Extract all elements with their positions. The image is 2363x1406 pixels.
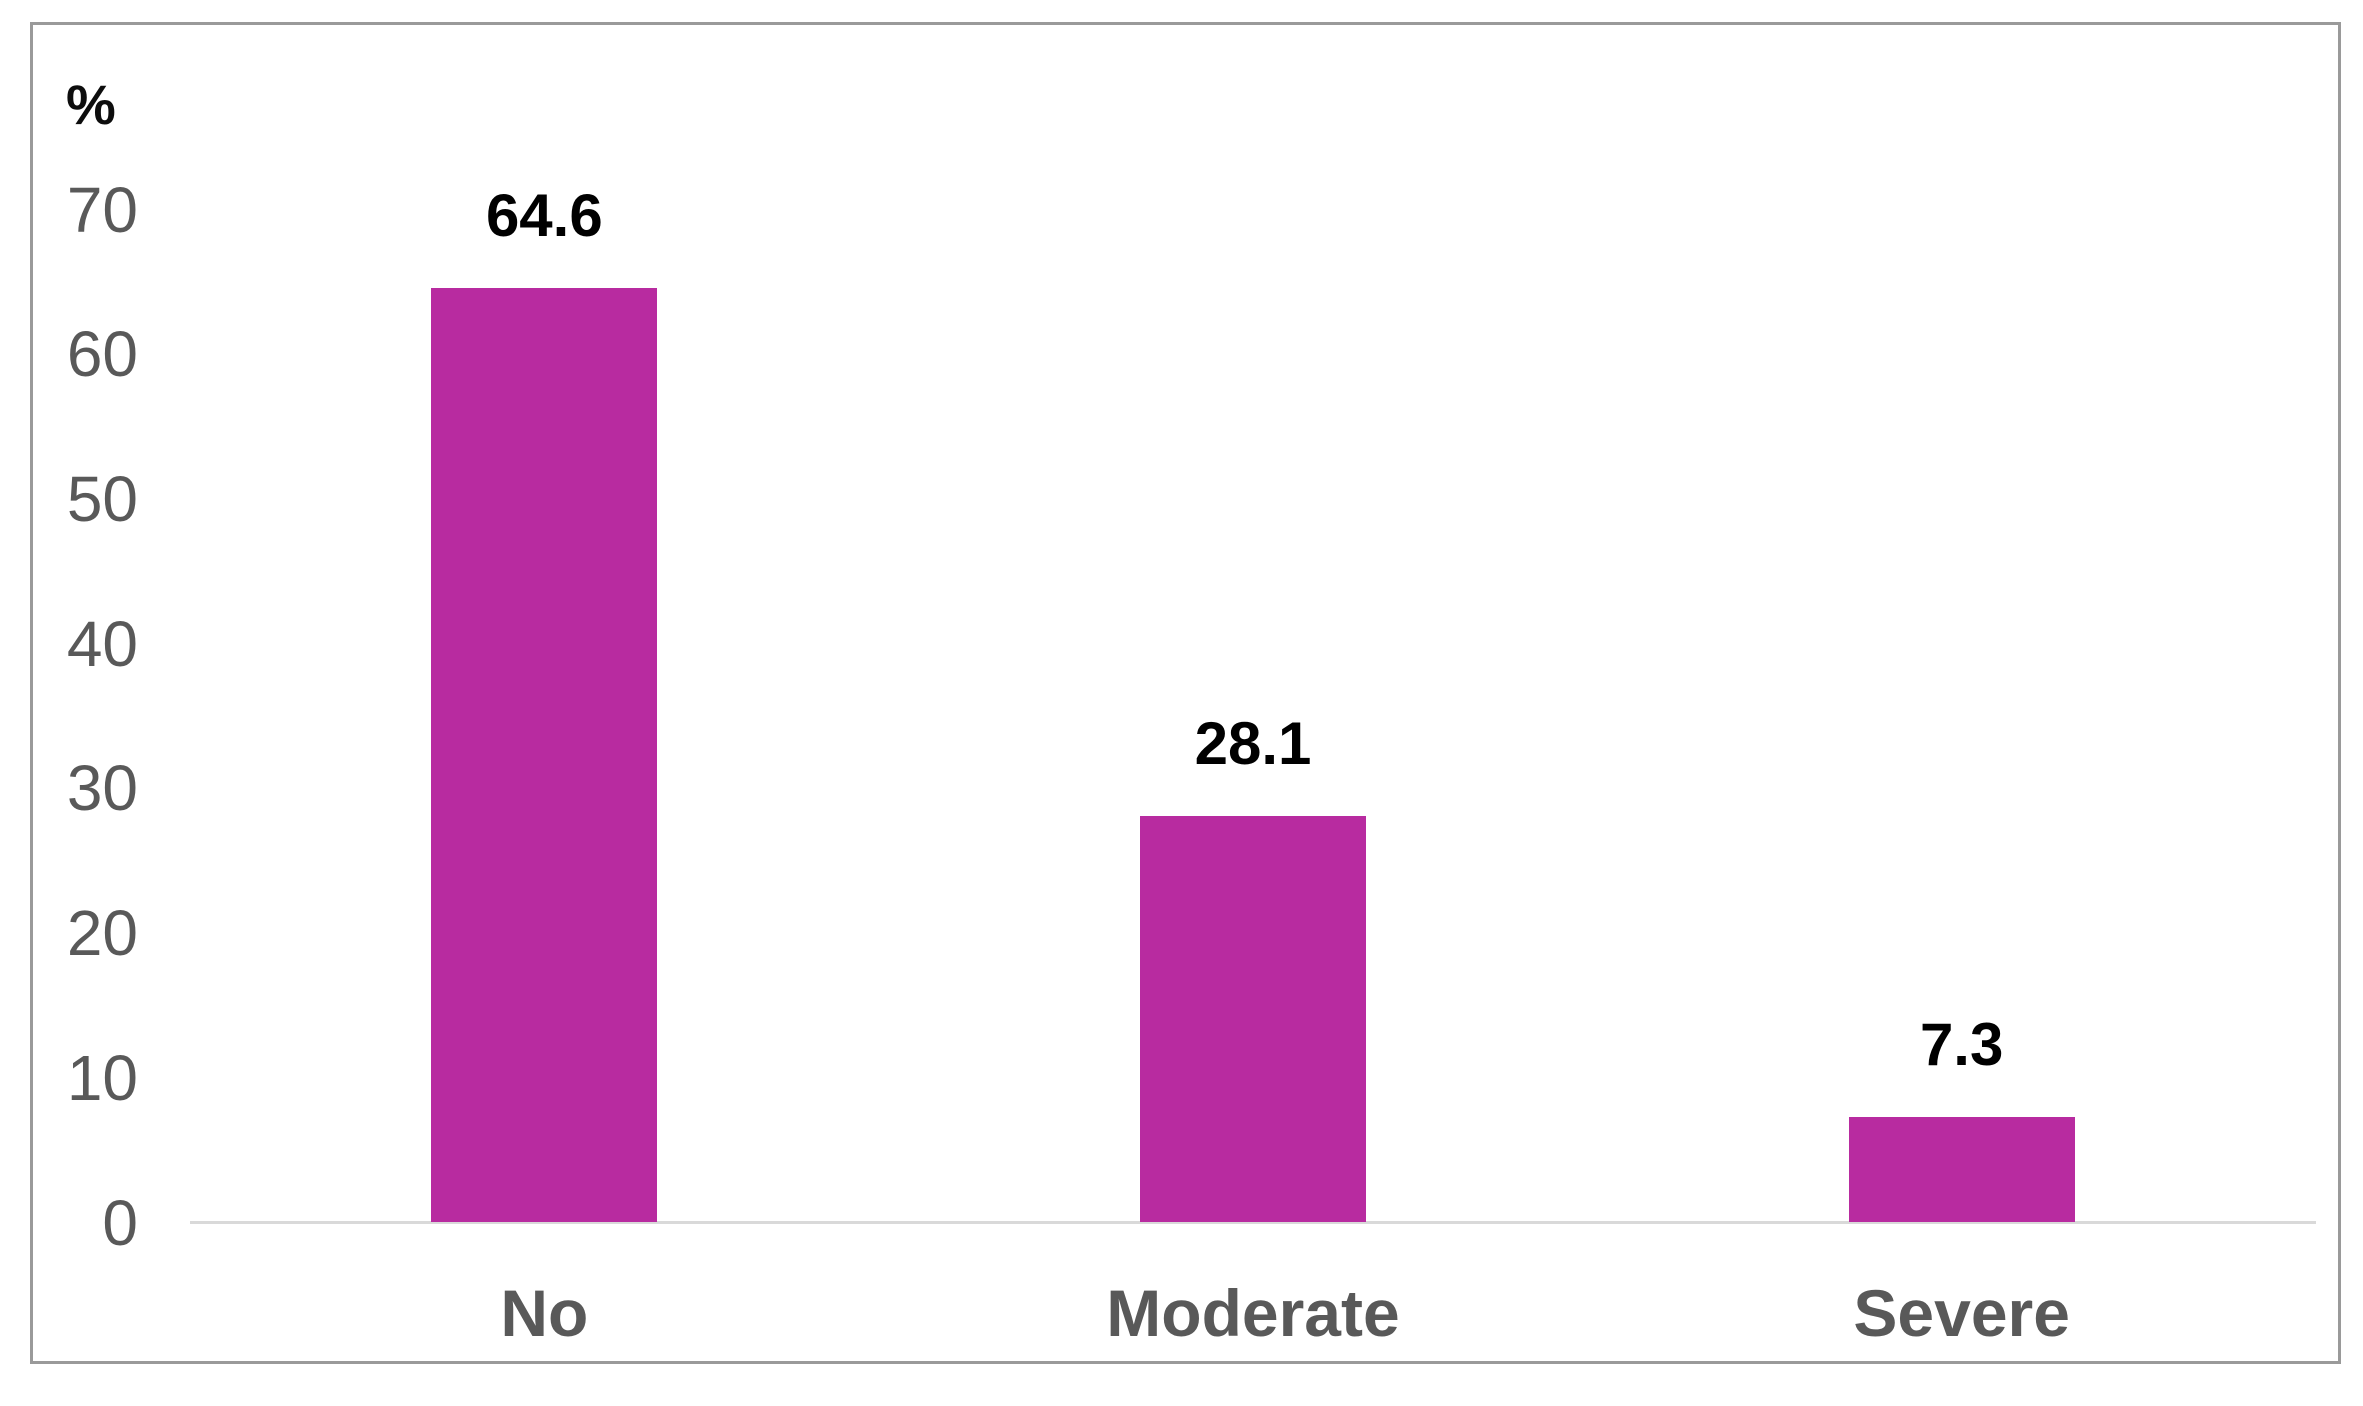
y-axis-tick-label: 20 xyxy=(66,897,138,970)
x-axis-line xyxy=(190,1221,2316,1224)
bar xyxy=(1140,815,1366,1223)
bar-value-label: 28.1 xyxy=(1194,709,1312,777)
bar xyxy=(1848,1116,2075,1223)
y-axis-tick-label: 60 xyxy=(66,318,138,391)
category-label: Severe xyxy=(1853,1276,2070,1350)
bar-value-label: 64.6 xyxy=(485,181,603,249)
category-label: No xyxy=(500,1276,589,1350)
y-axis-tick-label: 70 xyxy=(66,173,138,246)
y-axis-tick-label: 10 xyxy=(66,1041,138,1114)
category-label: Moderate xyxy=(1106,1276,1400,1350)
plot-area: 64.6 No 28.1 Moderate 7.3 Severe xyxy=(190,25,2316,1367)
bar xyxy=(431,287,658,1223)
y-axis-tick-label: 40 xyxy=(66,607,138,680)
chart-frame: % 0 10 20 30 40 50 60 70 64.6 No 28.1 Moderate 7.3 S… xyxy=(30,22,2341,1364)
y-axis-tick-label: 50 xyxy=(66,463,138,535)
bar-value-label: 7.3 xyxy=(1919,1010,2004,1078)
y-axis-unit-label: % xyxy=(66,73,116,136)
y-axis-tick-label: 30 xyxy=(66,752,138,825)
y-axis-tick-label: 0 xyxy=(102,1186,138,1259)
